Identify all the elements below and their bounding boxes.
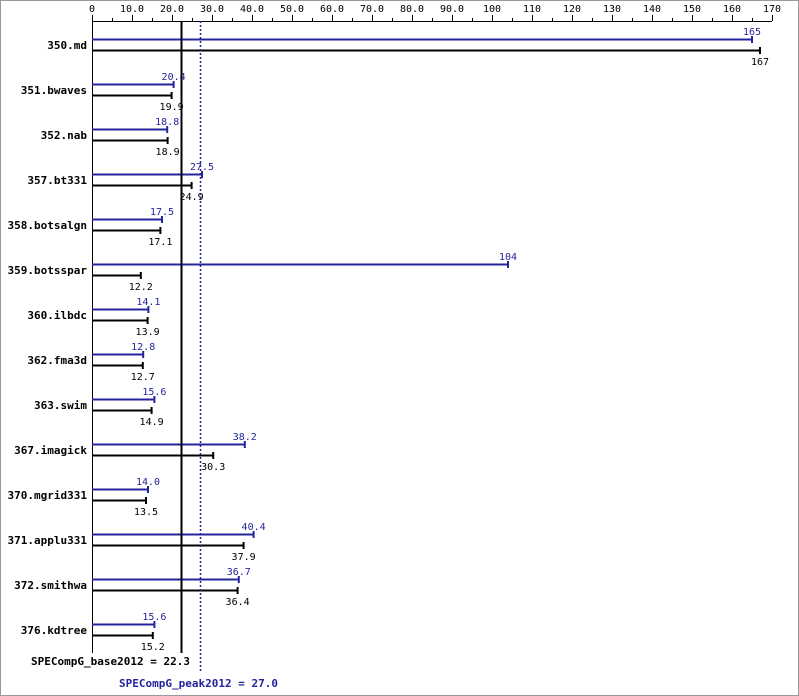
reference-lines: SPECompG_base2012 = 22.3 SPECompG_peak201… [31, 21, 278, 690]
x-tick-label: 0 [89, 4, 95, 15]
x-tick-label: 70.0 [360, 4, 384, 15]
bars: 350.md 165 167 351.bwaves 20.4 19.9 352.nab 18.… [8, 27, 770, 653]
x-tick-label: 60.0 [320, 4, 344, 15]
base-value-label: 17.1 [148, 237, 172, 248]
peak-value-label: 12.8 [131, 342, 155, 353]
benchmark-label: 359.botsspar [8, 264, 88, 277]
base-value-label: 12.7 [131, 372, 155, 383]
bar-group: 370.mgrid331 14.0 13.5 [8, 477, 161, 518]
benchmark-label: 360.ilbdc [27, 309, 87, 322]
x-tick-label: 120 [563, 4, 581, 15]
bar-group: 357.bt331 27.5 24.9 [27, 162, 214, 203]
x-tick-label: 100 [483, 4, 501, 15]
x-axis: 0 10.0 20.0 30.0 40.0 50.0 60.0 70.0 80.0 90.0 100… [89, 4, 781, 653]
x-tick-label: 110 [523, 4, 541, 15]
x-tick-label: 150 [683, 4, 701, 15]
benchmark-label: 357.bt331 [27, 174, 87, 187]
peak-value-label: 14.1 [136, 297, 160, 308]
x-tick-label: 90.0 [440, 4, 464, 15]
bar-group: 371.applu331 40.4 37.9 [8, 522, 266, 563]
benchmark-label: 352.nab [41, 129, 88, 142]
peak-summary-label: SPECompG_peak2012 = 27.0 [119, 677, 278, 690]
peak-value-label: 20.4 [162, 72, 186, 83]
base-value-label: 36.4 [226, 597, 250, 608]
benchmark-label: 371.applu331 [8, 534, 88, 547]
peak-value-label: 165 [743, 27, 761, 38]
benchmark-label: 376.kdtree [21, 624, 88, 637]
benchmark-label: 358.botsalgn [8, 219, 87, 232]
base-value-label: 13.9 [136, 327, 160, 338]
bar-group: 362.fma3d 12.8 12.7 [27, 342, 155, 383]
benchmark-label: 370.mgrid331 [8, 489, 88, 502]
x-tick-label: 50.0 [280, 4, 304, 15]
base-value-label: 15.2 [141, 642, 165, 653]
base-value-label: 37.9 [232, 552, 256, 563]
peak-value-label: 104 [499, 252, 517, 263]
bar-group: 363.swim 15.6 14.9 [34, 387, 166, 428]
peak-value-label: 17.5 [150, 207, 174, 218]
bar-group: 358.botsalgn 17.5 17.1 [8, 207, 175, 248]
peak-value-label: 27.5 [190, 162, 214, 173]
x-tick-label: 30.0 [200, 4, 224, 15]
bar-group: 351.bwaves 20.4 19.9 [21, 72, 186, 113]
peak-value-label: 40.4 [242, 522, 266, 533]
base-value-label: 14.9 [140, 417, 164, 428]
x-tick-label: 170 [763, 4, 781, 15]
benchmark-label: 362.fma3d [27, 354, 87, 367]
benchmark-label: 367.imagick [14, 444, 87, 457]
bar-group: 372.smithwa 36.7 36.4 [14, 567, 251, 608]
x-tick-label: 10.0 [120, 4, 144, 15]
peak-value-label: 36.7 [227, 567, 251, 578]
peak-value-label: 18.8 [155, 117, 179, 128]
benchmark-label: 351.bwaves [21, 84, 87, 97]
base-value-label: 167 [751, 57, 769, 68]
base-value-label: 30.3 [201, 462, 225, 473]
bar-group: 359.botsspar 104 12.2 [8, 252, 518, 293]
peak-value-label: 38.2 [233, 432, 257, 443]
bar-group: 367.imagick 38.2 30.3 [14, 432, 257, 473]
base-value-label: 19.9 [160, 102, 184, 113]
benchmark-label: 350.md [47, 39, 87, 52]
x-tick-label: 140 [643, 4, 661, 15]
peak-value-label: 15.6 [142, 387, 166, 398]
x-tick-label: 130 [603, 4, 621, 15]
peak-value-label: 14.0 [136, 477, 160, 488]
base-value-label: 12.2 [129, 282, 153, 293]
base-value-label: 24.9 [180, 192, 204, 203]
x-tick-label: 80.0 [400, 4, 424, 15]
bar-group: 376.kdtree 15.6 15.2 [21, 612, 167, 653]
peak-value-label: 15.6 [142, 612, 166, 623]
x-tick-label: 160 [723, 4, 741, 15]
benchmark-label: 363.swim [34, 399, 87, 412]
base-value-label: 18.9 [156, 147, 180, 158]
x-tick-label: 20.0 [160, 4, 184, 15]
bar-group: 350.md 165 167 [47, 27, 769, 68]
bar-group: 360.ilbdc 14.1 13.9 [27, 297, 160, 338]
benchmark-label: 372.smithwa [14, 579, 87, 592]
base-value-label: 13.5 [134, 507, 158, 518]
x-tick-label: 40.0 [240, 4, 264, 15]
base-summary-label: SPECompG_base2012 = 22.3 [31, 655, 190, 668]
bar-group: 352.nab 18.8 18.9 [41, 117, 180, 158]
